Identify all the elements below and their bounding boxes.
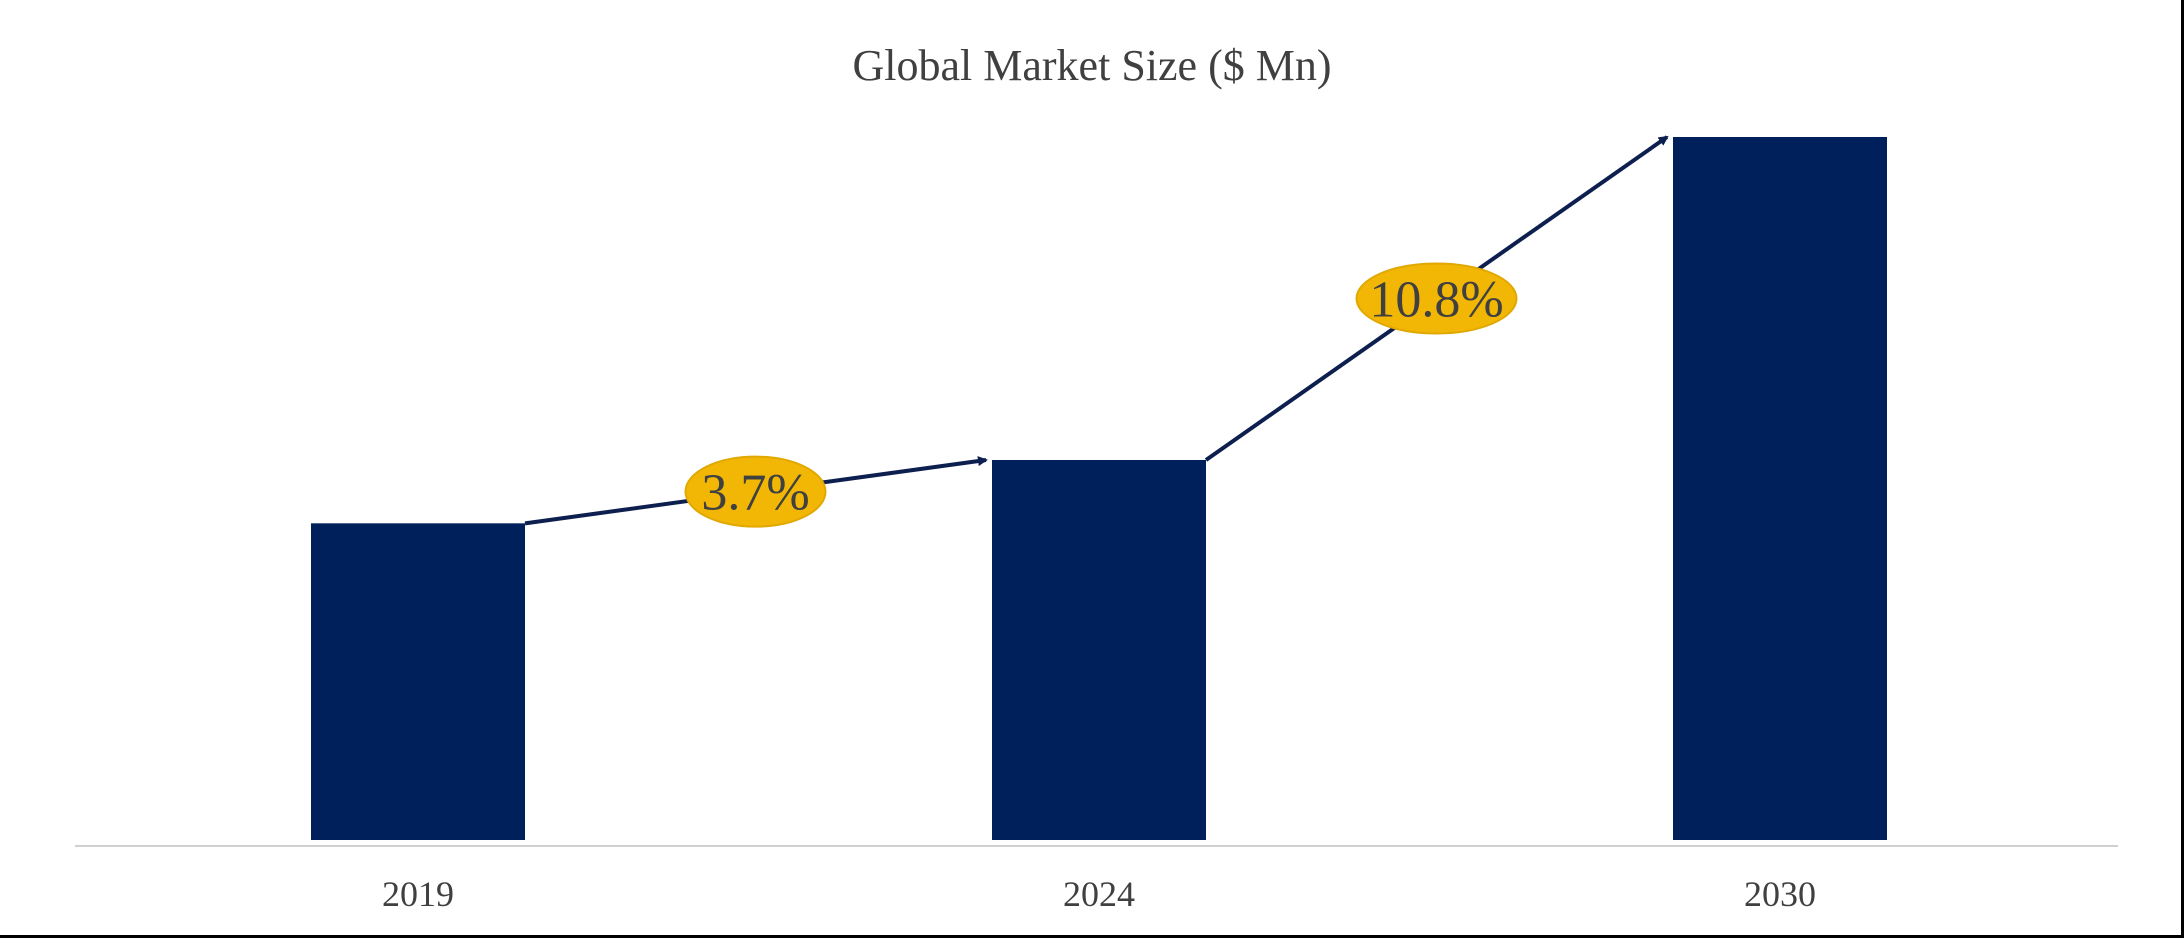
cagr-badge-2019-2024 — [684, 455, 827, 528]
x-tick-label-2024: 2024 — [1063, 874, 1135, 914]
chart-title: Global Market Size ($ Mn) — [853, 41, 1332, 90]
cagr-label-2019-2024: 3.7% — [701, 465, 809, 522]
bar-2030 — [1673, 137, 1887, 840]
x-tick-label-2019: 2019 — [382, 874, 454, 914]
cagr-badge-2024-2030 — [1355, 262, 1518, 335]
cagr-label-2024-2030: 10.8% — [1369, 272, 1503, 329]
bar-2019 — [311, 523, 525, 840]
x-tick-label-2030: 2030 — [1744, 874, 1816, 914]
bar-2024 — [992, 460, 1206, 840]
